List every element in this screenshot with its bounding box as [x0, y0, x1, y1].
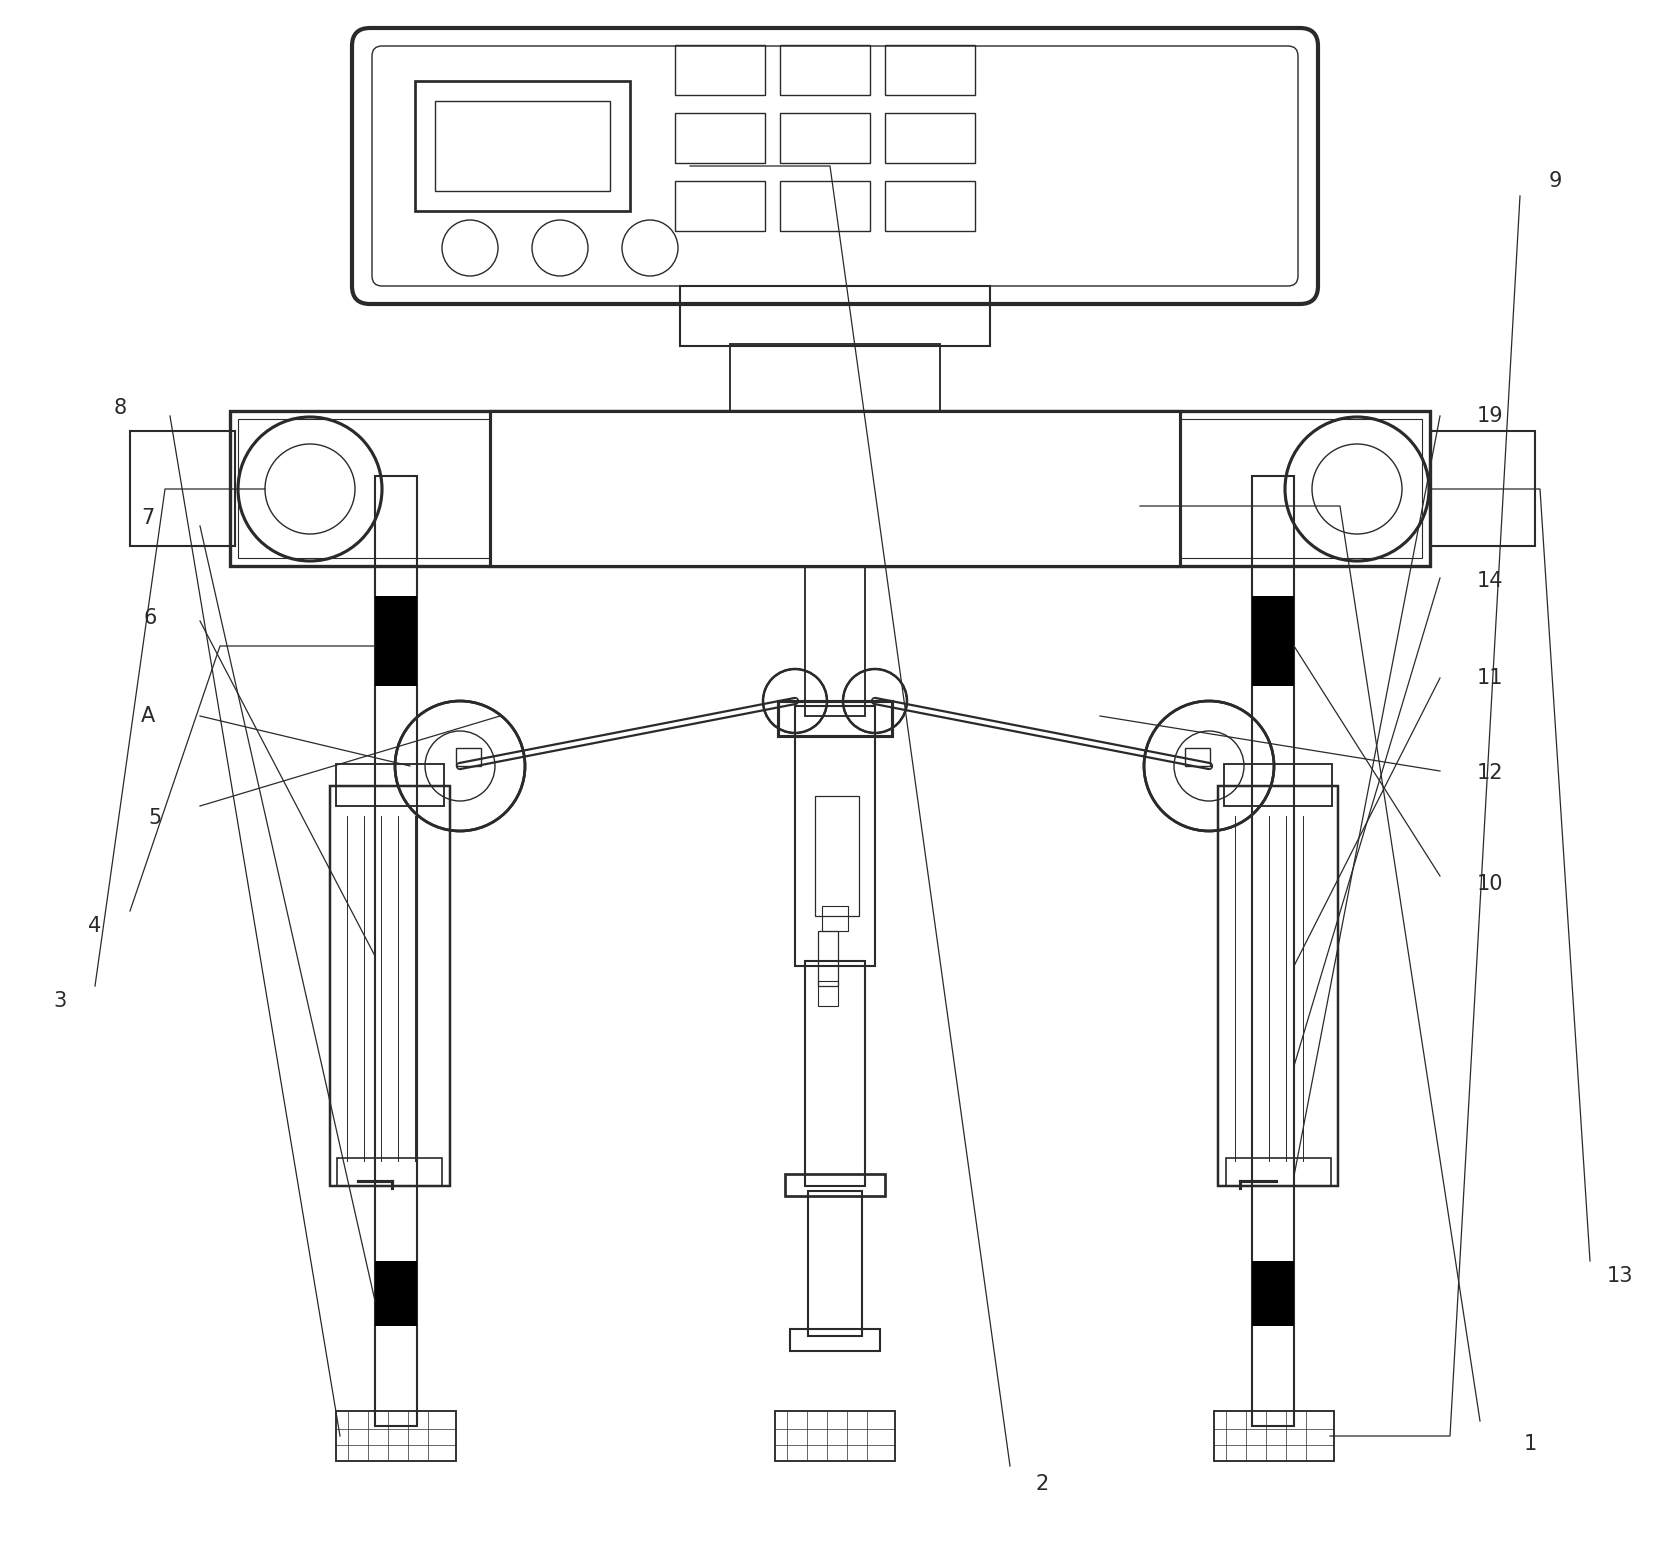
Text: 19: 19 — [1477, 406, 1504, 426]
Bar — [238, 419, 1422, 559]
FancyBboxPatch shape — [352, 28, 1319, 303]
Bar — [337, 1411, 457, 1461]
Bar — [675, 45, 765, 95]
Bar — [818, 930, 839, 987]
Text: 6: 6 — [143, 608, 157, 629]
Bar — [780, 180, 870, 230]
Text: 5: 5 — [148, 808, 162, 828]
Bar — [330, 786, 450, 1186]
Bar — [375, 596, 417, 686]
Bar — [805, 962, 865, 1186]
Bar — [805, 566, 865, 716]
Bar — [680, 286, 990, 345]
Bar — [790, 1329, 880, 1351]
Bar — [675, 180, 765, 230]
Bar — [785, 1173, 885, 1197]
Bar — [780, 45, 870, 95]
Text: 3: 3 — [53, 991, 67, 1011]
Bar — [780, 114, 870, 163]
Text: 8: 8 — [113, 398, 127, 419]
Bar — [778, 702, 892, 736]
Bar — [795, 706, 875, 966]
Text: 12: 12 — [1477, 762, 1504, 783]
Bar — [885, 45, 975, 95]
Bar — [815, 797, 859, 916]
Bar — [457, 748, 482, 766]
Bar — [375, 1260, 417, 1326]
Bar — [1252, 596, 1294, 686]
Bar — [1430, 431, 1535, 546]
Bar — [490, 411, 1180, 566]
Text: 1: 1 — [1524, 1435, 1537, 1453]
Bar — [775, 1411, 895, 1461]
Text: 2: 2 — [1035, 1474, 1049, 1494]
Bar — [337, 764, 443, 806]
Bar — [435, 101, 610, 191]
Text: 7: 7 — [142, 507, 155, 527]
Bar — [1225, 1158, 1330, 1186]
Text: 14: 14 — [1477, 571, 1504, 591]
Bar — [1252, 1260, 1294, 1326]
Text: 11: 11 — [1477, 668, 1504, 688]
Bar — [808, 1190, 862, 1337]
Bar — [230, 411, 1430, 566]
Bar — [818, 980, 839, 1007]
Bar — [1224, 764, 1332, 806]
Text: A: A — [142, 706, 155, 727]
Bar — [675, 114, 765, 163]
Text: 13: 13 — [1607, 1267, 1634, 1285]
Bar — [885, 180, 975, 230]
Bar — [885, 114, 975, 163]
Bar — [1219, 786, 1339, 1186]
Bar — [730, 344, 940, 415]
Bar — [415, 81, 630, 212]
Bar — [375, 476, 417, 1425]
Bar — [1214, 1411, 1334, 1461]
Text: 4: 4 — [88, 916, 102, 937]
Bar — [337, 1158, 442, 1186]
Bar — [790, 415, 880, 566]
Text: 9: 9 — [1549, 171, 1562, 191]
Bar — [1252, 476, 1294, 1425]
Bar — [130, 431, 235, 546]
Text: 10: 10 — [1477, 874, 1504, 895]
Bar — [1185, 748, 1210, 766]
Bar — [822, 906, 849, 930]
